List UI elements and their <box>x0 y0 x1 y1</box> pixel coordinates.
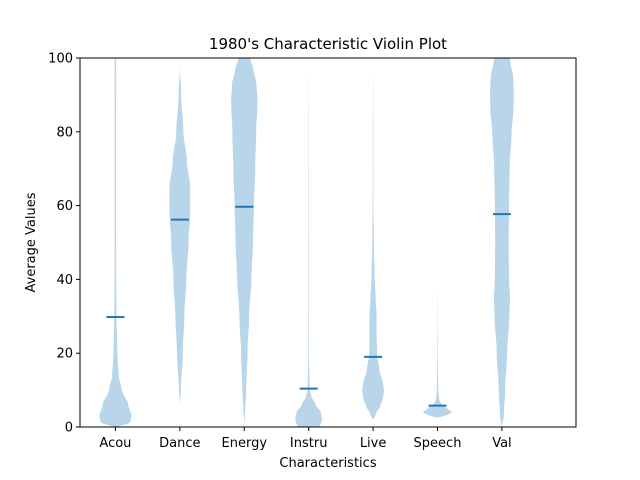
axes-frame <box>79 57 577 428</box>
y-axis-ticks: 0 20 40 60 80 100 <box>48 52 80 436</box>
violin-instru <box>295 58 323 427</box>
y-tick-label: 20 <box>56 347 73 362</box>
x-axis-label: Characteristics <box>279 456 376 471</box>
violin-live <box>362 58 384 420</box>
violin-dance <box>169 65 191 405</box>
x-tick-label-instru: Instru <box>290 436 328 451</box>
x-tick-label-live: Live <box>360 436 387 451</box>
y-tick-label: 60 <box>56 199 73 214</box>
violin-energy <box>231 58 258 427</box>
violin-group <box>99 58 514 427</box>
violin-speech <box>423 279 452 418</box>
x-tick-label-val: Val <box>492 436 511 451</box>
x-axis-ticks: Acou Dance Energy Instru Live Speech Val <box>99 427 512 451</box>
chart-title: 1980's Characteristic Violin Plot <box>209 35 447 53</box>
x-tick-label-energy: Energy <box>222 436 268 451</box>
y-tick-label: 100 <box>48 52 73 67</box>
y-tick-label: 0 <box>65 421 73 436</box>
x-tick-label-dance: Dance <box>159 436 200 451</box>
violin-val <box>490 58 514 427</box>
y-tick-label: 80 <box>56 125 73 140</box>
x-tick-label-speech: Speech <box>414 436 462 451</box>
mean-markers <box>106 205 511 407</box>
y-tick-label: 40 <box>56 273 73 288</box>
violin-acou <box>99 58 132 427</box>
x-tick-label-acou: Acou <box>99 436 131 451</box>
y-axis-label: Average Values <box>24 192 39 292</box>
